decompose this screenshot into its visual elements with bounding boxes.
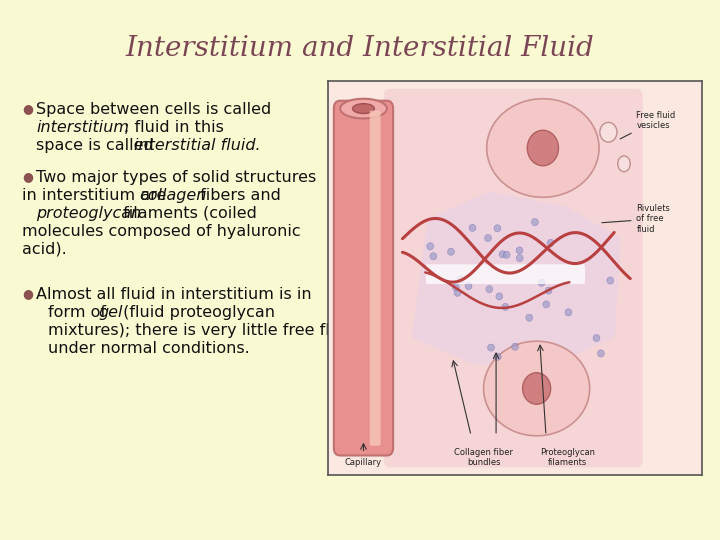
Text: ; fluid in this: ; fluid in this <box>124 120 224 135</box>
Ellipse shape <box>512 343 518 350</box>
Ellipse shape <box>465 282 472 289</box>
FancyBboxPatch shape <box>426 264 585 284</box>
Text: gel: gel <box>98 305 122 320</box>
Ellipse shape <box>353 104 374 113</box>
Text: molecules composed of hyaluronic: molecules composed of hyaluronic <box>22 224 301 239</box>
Ellipse shape <box>600 123 617 142</box>
Ellipse shape <box>531 219 539 226</box>
Text: space is called: space is called <box>36 138 159 153</box>
Ellipse shape <box>516 254 523 262</box>
Ellipse shape <box>598 350 604 357</box>
FancyBboxPatch shape <box>334 100 393 456</box>
Ellipse shape <box>486 286 492 293</box>
Ellipse shape <box>499 251 506 258</box>
Text: filaments (coiled: filaments (coiled <box>118 206 257 221</box>
Ellipse shape <box>539 279 545 286</box>
Text: under normal conditions.: under normal conditions. <box>48 341 250 356</box>
Ellipse shape <box>503 251 510 259</box>
Ellipse shape <box>516 247 523 254</box>
Polygon shape <box>412 191 621 365</box>
Text: Free fluid
vesicles: Free fluid vesicles <box>620 111 676 139</box>
Text: (fluid proteoglycan: (fluid proteoglycan <box>118 305 275 320</box>
Text: form of: form of <box>48 305 111 320</box>
Ellipse shape <box>452 284 459 291</box>
Ellipse shape <box>427 242 433 250</box>
FancyBboxPatch shape <box>384 89 643 467</box>
Ellipse shape <box>618 156 630 172</box>
Ellipse shape <box>495 353 501 360</box>
Ellipse shape <box>526 314 533 321</box>
Text: ●: ● <box>22 287 33 300</box>
Ellipse shape <box>469 224 476 232</box>
Text: Interstitium and Interstitial Fluid: Interstitium and Interstitial Fluid <box>125 35 595 62</box>
Text: Space between cells is called: Space between cells is called <box>36 102 271 117</box>
Ellipse shape <box>484 341 590 436</box>
Text: ●: ● <box>22 170 33 183</box>
Ellipse shape <box>457 275 464 282</box>
Ellipse shape <box>454 289 461 296</box>
Text: Rivulets
of free
fluid: Rivulets of free fluid <box>602 204 670 234</box>
Ellipse shape <box>607 277 613 284</box>
Ellipse shape <box>448 248 454 255</box>
Text: collagen: collagen <box>139 188 207 203</box>
Text: ●: ● <box>22 102 33 115</box>
Ellipse shape <box>487 99 599 197</box>
Text: Collagen fiber
bundles: Collagen fiber bundles <box>454 448 513 467</box>
Ellipse shape <box>593 334 600 342</box>
Ellipse shape <box>430 253 437 260</box>
Text: fibers and: fibers and <box>195 188 281 203</box>
Ellipse shape <box>545 287 552 294</box>
Text: proteoglycan: proteoglycan <box>36 206 141 221</box>
Ellipse shape <box>527 130 559 166</box>
Text: acid).: acid). <box>22 242 67 257</box>
Ellipse shape <box>340 99 387 118</box>
Text: Capillary: Capillary <box>345 458 382 467</box>
Ellipse shape <box>543 301 549 308</box>
Ellipse shape <box>496 293 503 300</box>
Ellipse shape <box>547 239 554 246</box>
Ellipse shape <box>523 373 551 404</box>
Ellipse shape <box>565 309 572 316</box>
Ellipse shape <box>487 344 495 351</box>
Text: interstitial fluid.: interstitial fluid. <box>134 138 261 153</box>
Text: in interstitium are: in interstitium are <box>22 188 171 203</box>
Text: interstitium: interstitium <box>36 120 129 135</box>
Text: Two major types of solid structures: Two major types of solid structures <box>36 170 316 185</box>
Ellipse shape <box>494 225 501 232</box>
Text: mixtures); there is very little free fluid: mixtures); there is very little free flu… <box>48 323 355 338</box>
Ellipse shape <box>502 303 509 310</box>
Ellipse shape <box>485 234 492 241</box>
Text: Almost all fluid in interstitium is in: Almost all fluid in interstitium is in <box>36 287 312 302</box>
FancyBboxPatch shape <box>370 111 381 446</box>
Text: Proteoglycan
filaments: Proteoglycan filaments <box>540 448 595 467</box>
